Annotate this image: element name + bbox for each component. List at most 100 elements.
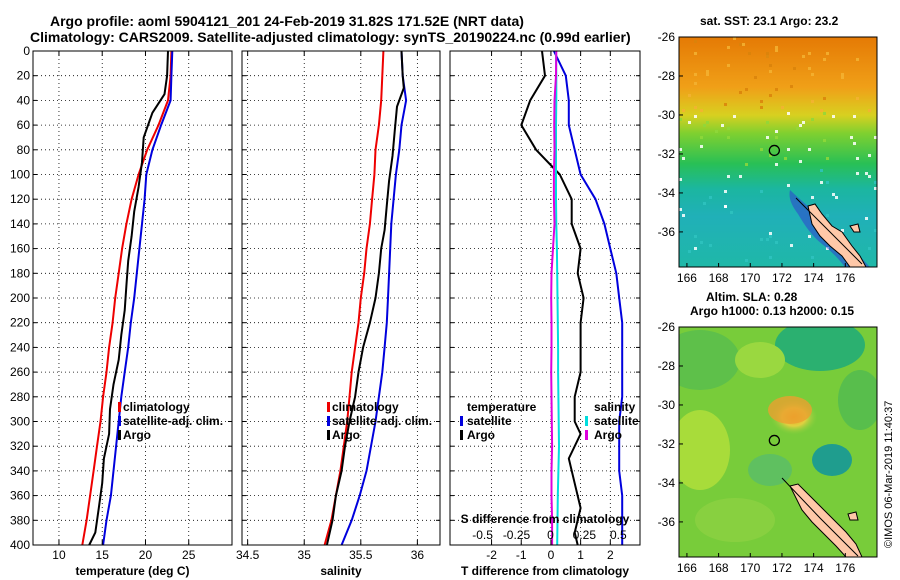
sst-pixel [823, 58, 826, 61]
sst-pixel [799, 124, 802, 127]
sst-pixel [739, 43, 742, 46]
sst-pixel [868, 109, 871, 112]
legend-swatch-climatology [327, 402, 330, 412]
sst-pixel [766, 55, 769, 58]
legend-swatch-satellite [327, 416, 330, 426]
sst-pixel [724, 190, 727, 193]
sst-pixel [694, 115, 697, 118]
y-tick-label: 0 [23, 44, 30, 58]
sst-pixel [706, 121, 709, 124]
sst-pixel [727, 46, 730, 49]
x-axis-label: T difference from climatology [461, 564, 629, 578]
sst-pixel [706, 70, 709, 73]
plot-frame [32, 50, 233, 546]
reef-line [781, 477, 859, 557]
map-y-tick-label: -34 [658, 186, 676, 200]
legend-label-climatology: climatology [123, 400, 190, 414]
sst-pixel [739, 91, 742, 94]
x-tick-label: 25 [182, 548, 196, 562]
map-x-tick-label: 172 [772, 271, 792, 285]
legend-swatch-satellite [118, 416, 121, 426]
legend-swatch-t-satellite [460, 416, 463, 426]
figure-title-line2: Climatology: CARS2009. Satellite-adjuste… [30, 29, 631, 45]
sst-pixel [790, 85, 793, 88]
series-line-argo [88, 50, 169, 546]
sst-pixel [766, 136, 769, 139]
x2-tick-label: 0 [547, 528, 554, 542]
series-line-t-satellite [552, 50, 624, 545]
sst-pixel [760, 190, 763, 193]
sst-pixel [769, 256, 772, 259]
sst-pixel [769, 154, 772, 157]
map-x-tick-label: 170 [740, 561, 760, 575]
sst-pixel [850, 136, 853, 139]
legend-label-satellite: satellite-adj. clim. [123, 414, 223, 428]
sla-map-title: Altim. SLA: 0.28 [706, 290, 798, 304]
legend-label-argo: Argo [332, 428, 360, 442]
y-tick-label: 280 [10, 390, 30, 404]
sst-pixel [682, 109, 685, 112]
legend-label-s-argo: Argo [594, 428, 622, 442]
temperature-legend: climatology satellite-adj. clim. Argo [118, 400, 223, 442]
sst-pixel [769, 94, 772, 97]
map-x-tick-label: 176 [835, 561, 855, 575]
sst-pixel [709, 244, 712, 247]
sst-pixel [820, 109, 823, 112]
x-tick-label: 2 [607, 548, 614, 562]
y-tick-label: 120 [10, 192, 30, 206]
sst-pixel [802, 121, 805, 124]
map-y-tick-label: -36 [658, 225, 676, 239]
sst-pixel [694, 247, 697, 250]
x-tick-label: 1 [577, 548, 584, 562]
sst-pixel [679, 118, 682, 121]
difference-profile-panel: -2 -1 0 1 2 T difference from climatology -0.5… [449, 50, 641, 578]
map-y-tick-label: -26 [658, 320, 676, 334]
map-y-tick-label: -34 [658, 476, 676, 490]
y-tick-label: 240 [10, 340, 30, 354]
map-x-tick-label: 170 [740, 271, 760, 285]
y-tick-label: 300 [10, 415, 30, 429]
x-tick-label: 10 [52, 548, 66, 562]
sst-pixel [700, 145, 703, 148]
sst-pixel [811, 100, 814, 103]
sst-pixel [787, 112, 790, 115]
sst-pixel [856, 58, 859, 61]
map-x-tick-label: 176 [835, 271, 855, 285]
y-tick-label: 260 [10, 365, 30, 379]
sst-pixel [865, 172, 868, 175]
y-tick-label: 40 [17, 93, 31, 107]
sst-pixel [856, 97, 859, 100]
sst-pixel [826, 247, 829, 250]
sst-pixel [766, 238, 769, 241]
sst-pixel [682, 214, 685, 217]
sst-pixel [703, 202, 706, 205]
sst-pixel [703, 124, 706, 127]
sst-map-axes: 166 168 170 172 174 176 -26 -28 -30 -32 -34 -36 [658, 30, 856, 285]
x-tick-label: 35.5 [349, 548, 373, 562]
sst-pixel [712, 37, 715, 40]
x-tick-label: 20 [139, 548, 153, 562]
y-tick-label: 100 [10, 168, 30, 182]
sst-pixel [706, 73, 709, 76]
sst-pixel [724, 205, 727, 208]
sla-map-frame [678, 326, 878, 558]
sst-pixel [823, 97, 826, 100]
sst-pixel [826, 52, 829, 55]
sst-pixel [742, 43, 745, 46]
sst-pixel [775, 130, 778, 133]
sst-pixel [694, 73, 697, 76]
legend-swatch-t-argo [460, 430, 463, 440]
sst-pixel [775, 241, 778, 244]
reef-line [795, 197, 863, 265]
map-y-tick-label: -32 [658, 147, 676, 161]
legend-label-climatology: climatology [332, 400, 399, 414]
legend-swatch-s-satellite [585, 416, 588, 426]
sst-pixel [700, 109, 703, 112]
map-y-tick-label: -32 [658, 437, 676, 451]
sst-pixel [820, 181, 823, 184]
land-new-caledonia [807, 203, 867, 267]
legend-label-t-satellite: satellite [467, 414, 512, 428]
map-y-tick-label: -28 [658, 359, 676, 373]
map-x-tick-label: 172 [772, 561, 792, 575]
map-x-tick-label: 166 [677, 561, 697, 575]
